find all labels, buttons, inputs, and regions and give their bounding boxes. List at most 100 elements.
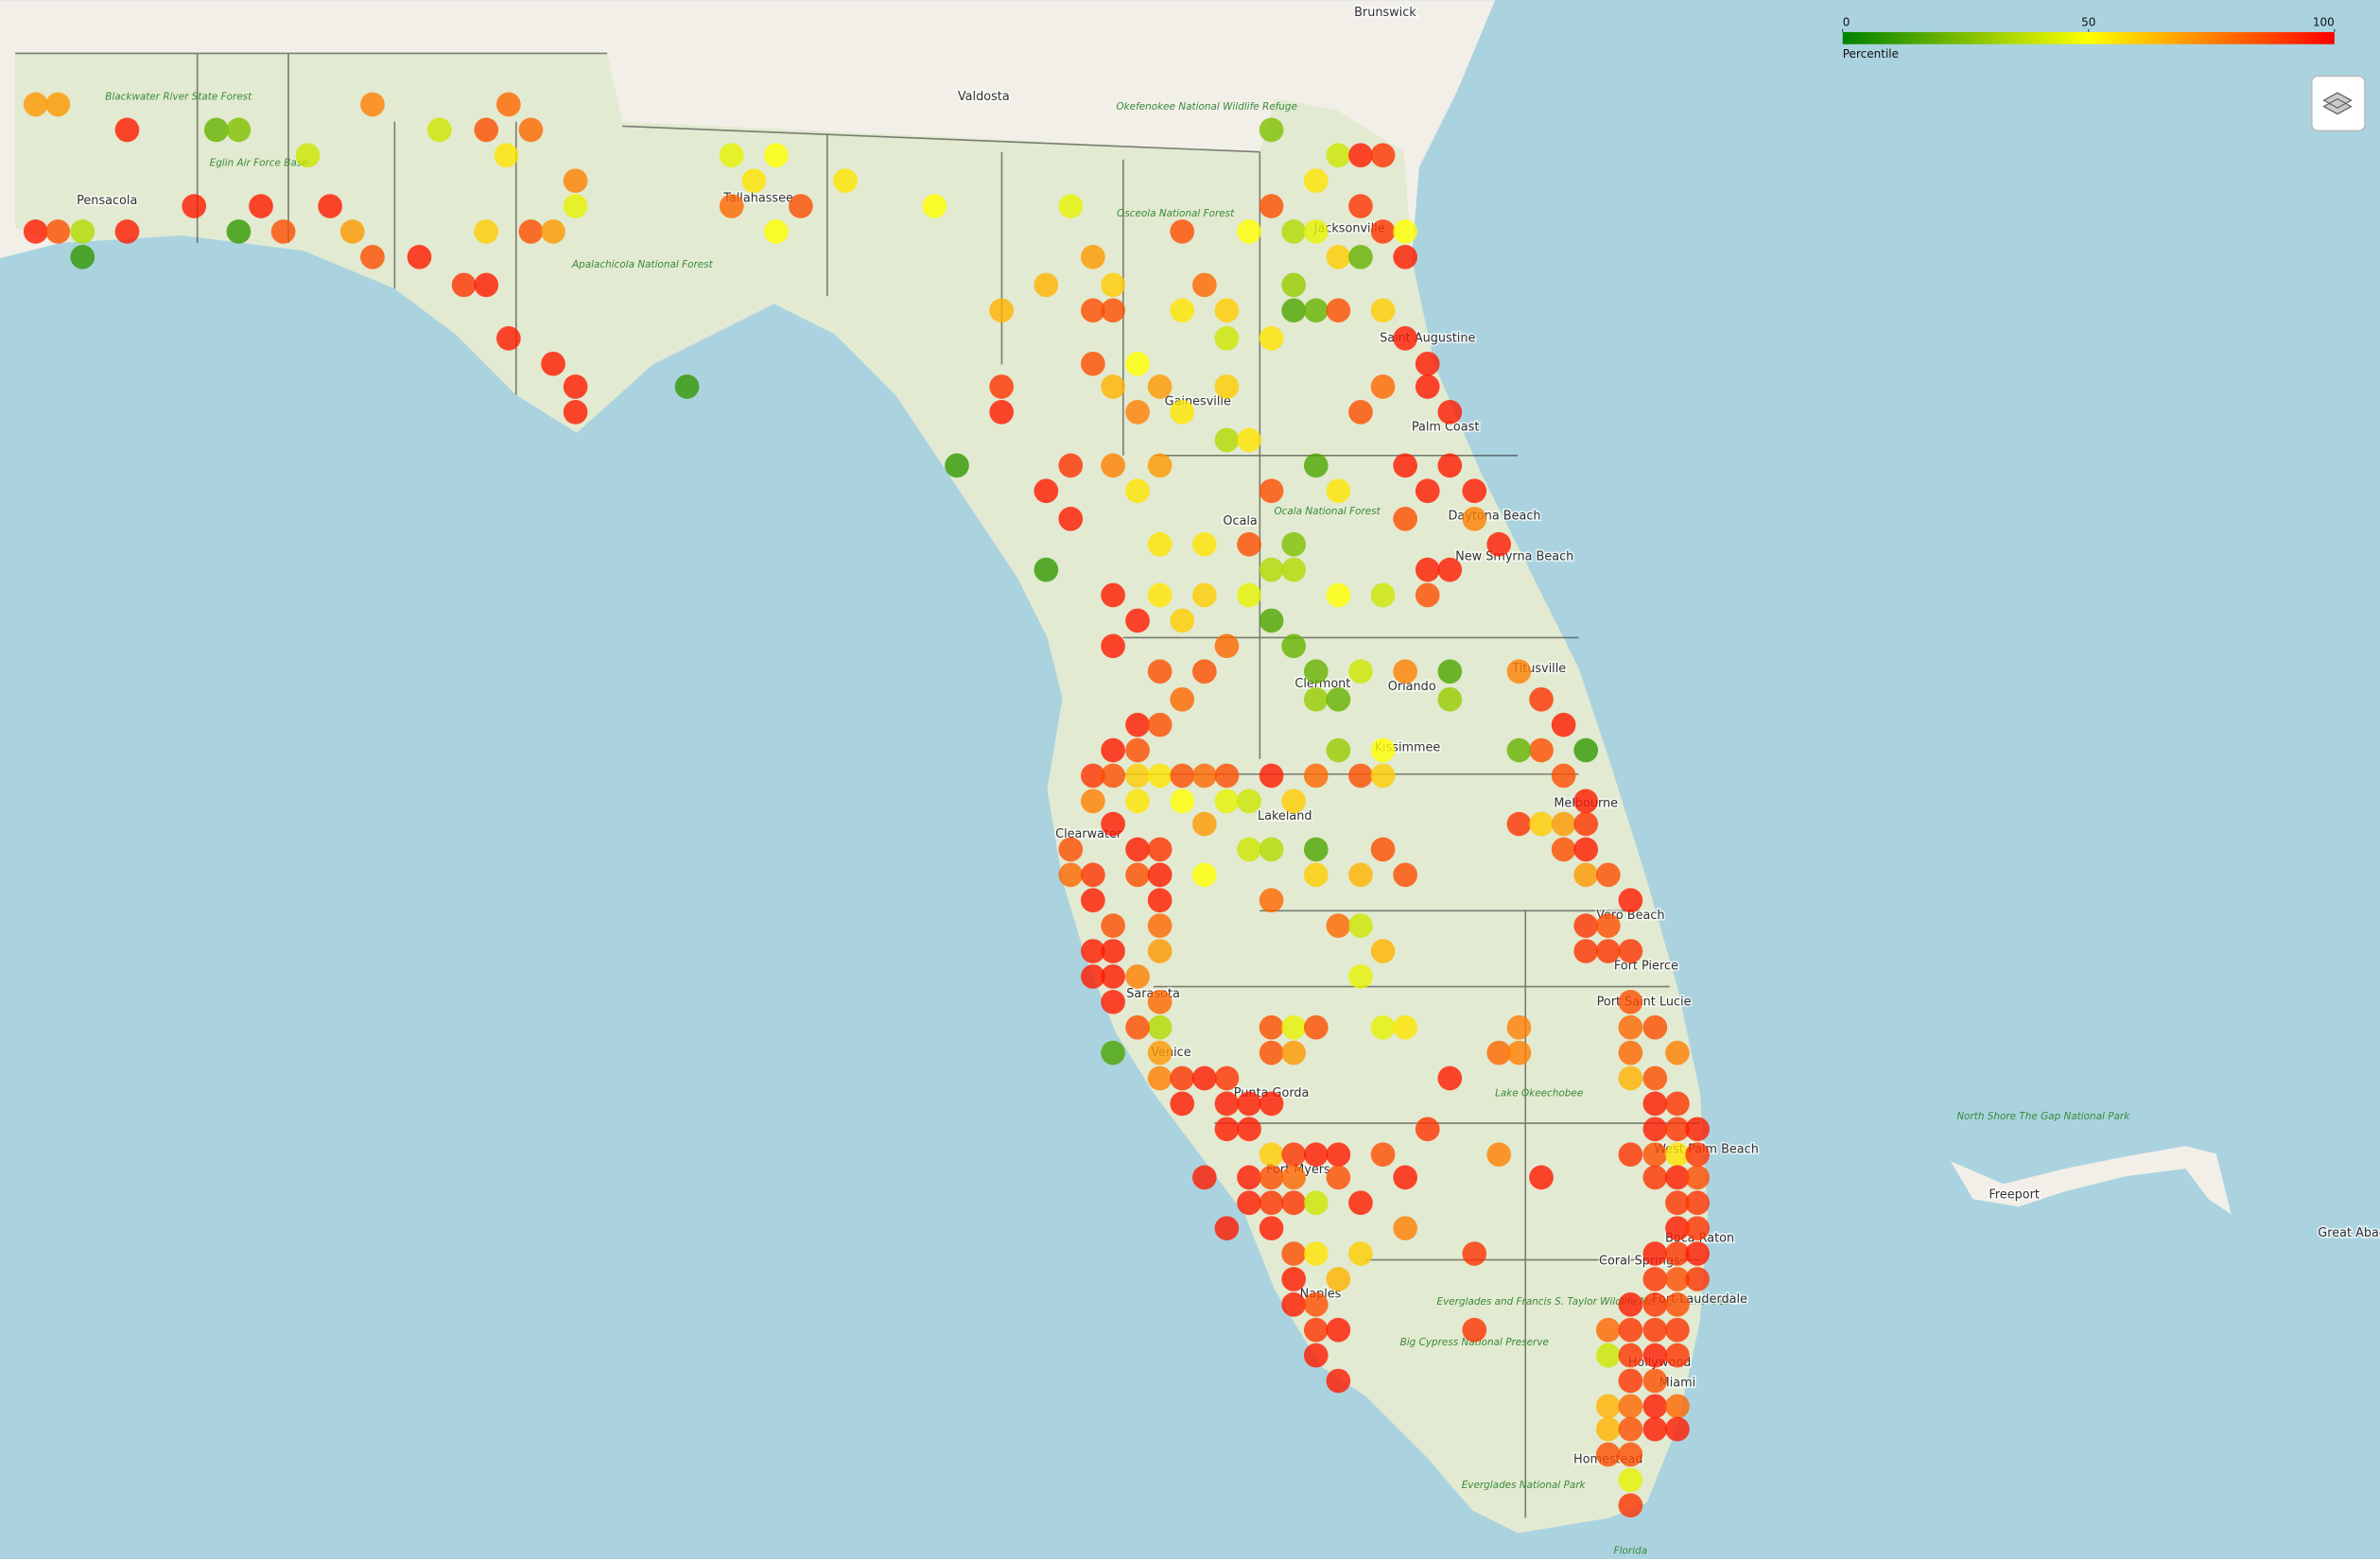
percentile-point [1101,374,1125,399]
percentile-point [360,244,385,269]
percentile-point [1348,400,1373,424]
percentile-point [226,117,252,143]
percentile-point [1125,351,1150,376]
percentile-point [1618,989,1643,1014]
place-label: New Smyrna Beach [1455,550,1573,564]
percentile-point [1642,1416,1668,1442]
percentile-point [1685,1142,1711,1168]
percentile-point [1259,1142,1284,1168]
percentile-point [1642,1342,1668,1368]
percentile-point [1595,1342,1621,1368]
percentile-point [1259,117,1284,143]
percentile-point [1281,1040,1307,1065]
percentile-point [1147,531,1173,557]
percentile-point [1237,837,1261,862]
percentile-point [1665,1292,1690,1317]
percentile-point [1393,326,1417,351]
percentile-point [563,374,588,399]
percentile-point [789,194,813,218]
percentile-point [1259,194,1284,218]
percentile-point [1125,478,1150,504]
percentile-point [1642,1165,1668,1190]
percentile-point [1170,686,1195,712]
percentile-point [1618,1040,1643,1065]
percentile-point [1618,1142,1643,1168]
percentile-point [1191,531,1217,557]
percentile-point [1259,888,1284,913]
percentile-point [1101,939,1125,963]
percentile-point [1573,862,1599,888]
place-label: Miami [1659,1377,1696,1391]
florida-land [15,53,1708,1533]
percentile-point [1326,1267,1351,1291]
percentile-point [1237,1190,1261,1216]
percentile-point [1326,143,1351,168]
percentile-point [1618,1416,1643,1442]
percentile-point [1237,1117,1261,1142]
percentile-point [495,326,521,351]
percentile-point [1393,244,1417,269]
percentile-point [1618,1014,1643,1040]
layers-button[interactable] [2310,75,2366,132]
percentile-point [1595,1317,1621,1342]
percentile-point [1642,1014,1668,1040]
percentile-point [1281,633,1307,659]
percentile-point [719,194,744,218]
percentile-point [563,168,588,194]
percentile-point [1348,763,1373,788]
percentile-point [70,219,96,244]
percentile-point [1191,811,1217,837]
percentile-point [1125,837,1150,862]
percentile-point [1348,659,1373,684]
percentile-point [1618,1317,1643,1342]
percentile-point [1665,1241,1690,1266]
percentile-point [1642,1065,1668,1091]
percentile-point [1506,1040,1532,1065]
percentile-point [1259,1190,1284,1216]
percentile-point [45,92,71,117]
percentile-point [1595,1416,1621,1442]
percentile-point [1101,1040,1125,1065]
percentile-point [563,400,588,424]
percentile-point [1665,1317,1690,1342]
percentile-point [1259,1091,1284,1117]
percentile-point [1214,1091,1240,1117]
percentile-point [1326,913,1351,938]
percentile-point [1281,788,1307,814]
percentile-point [1685,1216,1711,1241]
percentile-point [1259,1040,1284,1065]
percentile-point [1685,1267,1711,1291]
percentile-point [1147,763,1173,788]
percentile-point [1303,453,1329,478]
percentile-point [989,400,1015,424]
percentile-point [1348,143,1373,168]
percentile-point [1370,143,1396,168]
percentile-point [518,117,544,143]
percentile-point [1058,453,1084,478]
percentile-point [360,92,385,117]
place-label: Freeport [1989,1188,2040,1203]
percentile-point [1081,244,1105,269]
percentile-point [1595,939,1621,963]
percentile-point [1326,582,1351,608]
percentile-point [1618,1065,1643,1091]
percentile-point [1170,219,1195,244]
percentile-point [1642,1394,1668,1419]
percentile-point [1665,1040,1690,1065]
percentile-point [318,194,342,218]
percentile-point [1551,763,1576,788]
percentile-point [1170,763,1195,788]
percentile-point [1125,964,1150,989]
percentile-point [1303,168,1329,194]
percentile-point [1393,1014,1417,1040]
percentile-point [1326,478,1351,504]
percentile-point [1618,1493,1643,1518]
percentile-point [1370,737,1396,763]
place-label: Orlando [1388,680,1436,694]
percentile-point [1125,712,1150,737]
percentile-point [23,219,48,244]
percentile-point [541,219,565,244]
percentile-point [1326,1142,1351,1168]
percentile-point [1618,1292,1643,1317]
percentile-point [1370,582,1396,608]
